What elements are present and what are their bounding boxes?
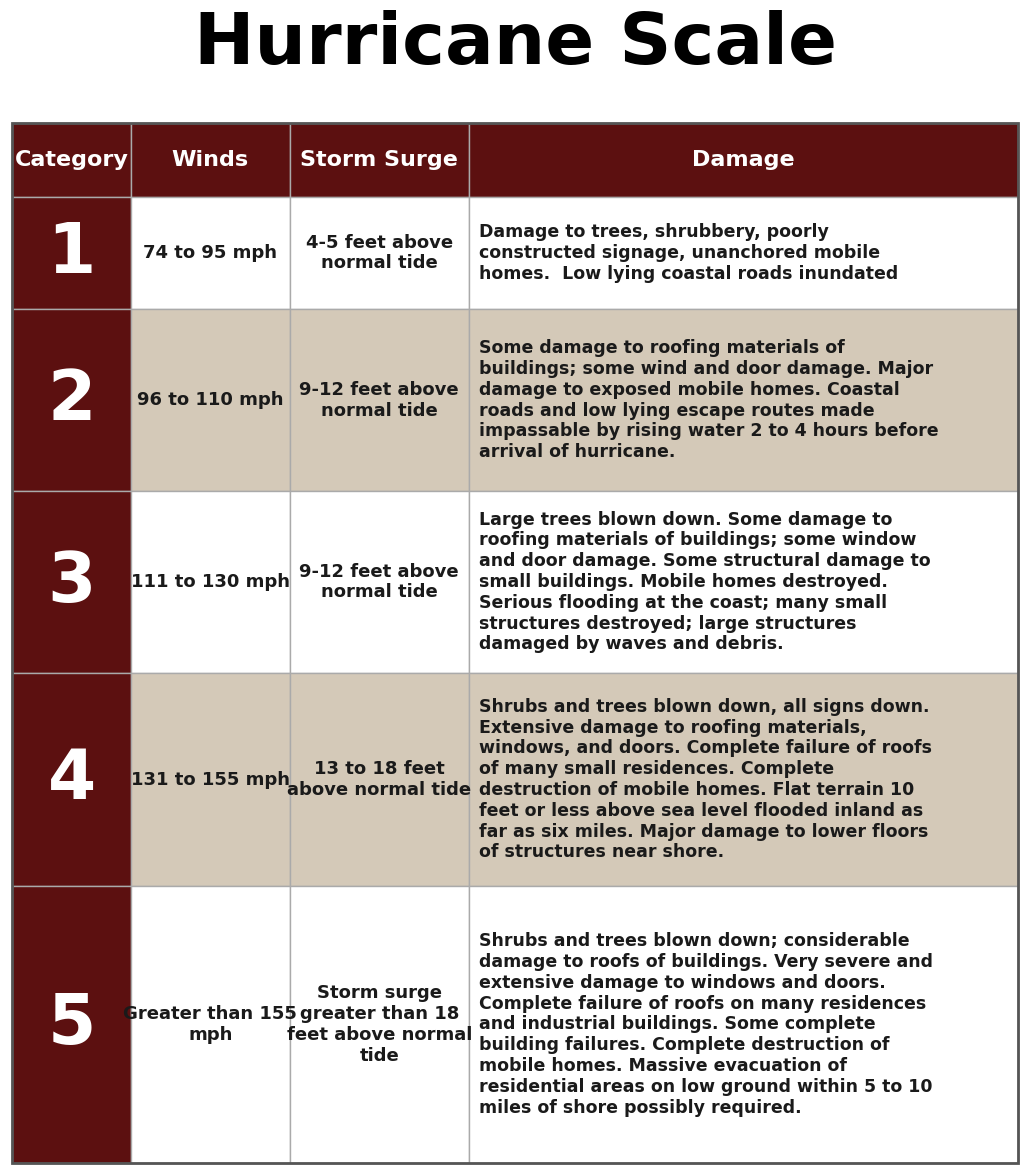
Text: Winds: Winds	[172, 150, 249, 170]
Text: Large trees blown down. Some damage to
roofing materials of buildings; some wind: Large trees blown down. Some damage to r…	[479, 511, 930, 654]
Bar	[469, 491, 1018, 673]
Bar	[469, 123, 1018, 197]
Bar	[131, 197, 289, 309]
Text: 9-12 feet above
normal tide: 9-12 feet above normal tide	[300, 381, 459, 420]
Bar	[12, 309, 131, 491]
Bar	[289, 673, 469, 886]
Text: Storm surge
greater than 18
feet above normal
tide: Storm surge greater than 18 feet above n…	[286, 984, 472, 1064]
Bar	[131, 491, 289, 673]
Bar	[469, 197, 1018, 309]
Bar	[131, 673, 289, 886]
Text: Storm Surge: Storm Surge	[301, 150, 458, 170]
Text: 2: 2	[47, 367, 96, 434]
Text: 131 to 155 mph: 131 to 155 mph	[131, 770, 289, 789]
Bar	[131, 123, 289, 197]
Text: Greater than 155
mph: Greater than 155 mph	[124, 1004, 298, 1044]
Bar	[12, 673, 131, 886]
Text: Some damage to roofing materials of
buildings; some wind and door damage. Major
: Some damage to roofing materials of buil…	[479, 339, 938, 461]
Bar	[131, 886, 289, 1163]
Bar	[469, 309, 1018, 491]
Text: 13 to 18 feet
above normal tide: 13 to 18 feet above normal tide	[287, 761, 472, 799]
Text: 96 to 110 mph: 96 to 110 mph	[137, 391, 283, 409]
Bar	[289, 123, 469, 197]
Bar	[12, 123, 1018, 1163]
Bar	[469, 673, 1018, 886]
Text: Shrubs and trees blown down, all signs down.
Extensive damage to roofing materia: Shrubs and trees blown down, all signs d…	[479, 697, 932, 861]
Bar	[289, 197, 469, 309]
Bar	[12, 886, 131, 1163]
Text: Hurricane Scale: Hurricane Scale	[194, 11, 836, 79]
Text: 4: 4	[47, 747, 96, 813]
Text: 9-12 feet above
normal tide: 9-12 feet above normal tide	[300, 563, 459, 601]
Bar	[289, 309, 469, 491]
Text: 3: 3	[47, 548, 96, 615]
Bar	[289, 491, 469, 673]
Bar	[12, 123, 131, 197]
Text: Damage to trees, shrubbery, poorly
constructed signage, unanchored mobile
homes.: Damage to trees, shrubbery, poorly const…	[479, 223, 898, 282]
Bar	[12, 197, 131, 309]
Text: Category: Category	[14, 150, 129, 170]
Text: 1: 1	[47, 219, 96, 286]
Text: Damage: Damage	[692, 150, 794, 170]
Text: 4-5 feet above
normal tide: 4-5 feet above normal tide	[306, 233, 453, 272]
Bar	[131, 309, 289, 491]
Bar	[12, 491, 131, 673]
Text: 74 to 95 mph: 74 to 95 mph	[143, 244, 277, 263]
Text: 5: 5	[47, 990, 96, 1058]
Bar	[469, 886, 1018, 1163]
Text: Shrubs and trees blown down; considerable
damage to roofs of buildings. Very sev: Shrubs and trees blown down; considerabl…	[479, 932, 933, 1117]
Bar	[289, 886, 469, 1163]
Text: 111 to 130 mph: 111 to 130 mph	[131, 573, 289, 591]
